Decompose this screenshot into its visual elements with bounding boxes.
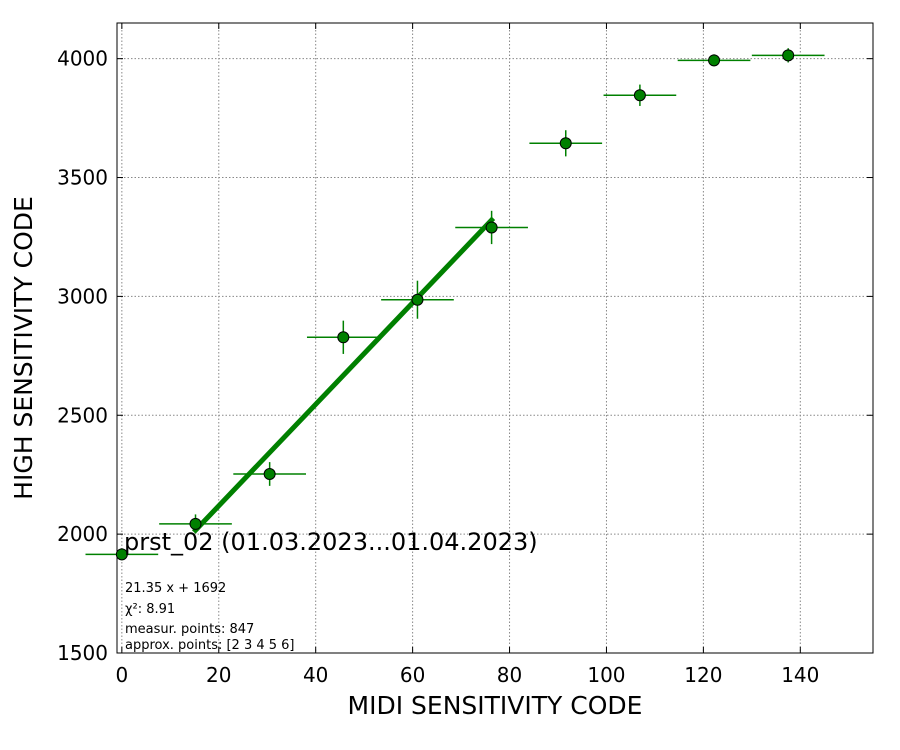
data-points xyxy=(85,48,825,561)
x-tick-label: 120 xyxy=(684,663,722,687)
grid xyxy=(117,23,873,654)
data-point xyxy=(233,462,306,486)
data-point xyxy=(751,48,825,63)
y-tick-label: 3000 xyxy=(57,284,108,308)
x-tick-label: 140 xyxy=(781,663,819,687)
plot-frame xyxy=(116,22,874,654)
x-tick-label: 80 xyxy=(497,663,522,687)
y-axis-label: HIGH SENSITIVITY CODE xyxy=(9,196,38,500)
point-marker xyxy=(633,89,646,102)
point-marker xyxy=(708,54,721,67)
y-tick-label: 4000 xyxy=(57,47,108,71)
x-tick-label: 100 xyxy=(587,663,625,687)
x-tick-label: 20 xyxy=(206,663,231,687)
chart-title: prst_02 (01.03.2023...01.04.2023) xyxy=(124,528,538,556)
point-marker xyxy=(263,467,276,480)
point-marker xyxy=(485,221,498,234)
data-point xyxy=(159,514,232,534)
annotation-measured-points: measur. points: 847 xyxy=(125,622,254,637)
point-marker xyxy=(115,548,128,561)
data-point xyxy=(85,548,159,561)
fit-line xyxy=(191,216,496,534)
annotation-chi-square: χ²: 8.91 xyxy=(125,602,175,617)
annotation-approx-points: approx. points: [2 3 4 5 6] xyxy=(125,638,295,653)
point-marker xyxy=(337,331,350,344)
point-marker xyxy=(411,293,424,306)
y-tick-label: 2500 xyxy=(57,403,108,427)
point-marker xyxy=(782,49,795,62)
data-point xyxy=(677,54,751,67)
point-marker xyxy=(189,517,202,530)
x-tick-label: 60 xyxy=(400,663,425,687)
data-point xyxy=(455,210,528,245)
x-tick-label: 40 xyxy=(303,663,328,687)
annotation-fit-equation: 21.35 x + 1692 xyxy=(125,581,226,596)
ticks: 0 20 40 60 80 100 120 140 1500 2000 2500 3000 3500 40… xyxy=(57,23,873,687)
x-axis-label: MIDI SENSITIVITY CODE xyxy=(348,691,643,720)
y-tick-label: 2000 xyxy=(57,522,108,546)
y-tick-label: 1500 xyxy=(57,641,108,665)
data-point xyxy=(603,84,677,106)
y-tick-label: 3500 xyxy=(57,166,108,190)
fit-line-group xyxy=(191,216,496,534)
point-marker xyxy=(559,137,572,150)
data-point xyxy=(529,130,603,157)
data-point xyxy=(306,320,380,354)
x-tick-label: 0 xyxy=(115,663,128,687)
data-point xyxy=(381,280,454,319)
